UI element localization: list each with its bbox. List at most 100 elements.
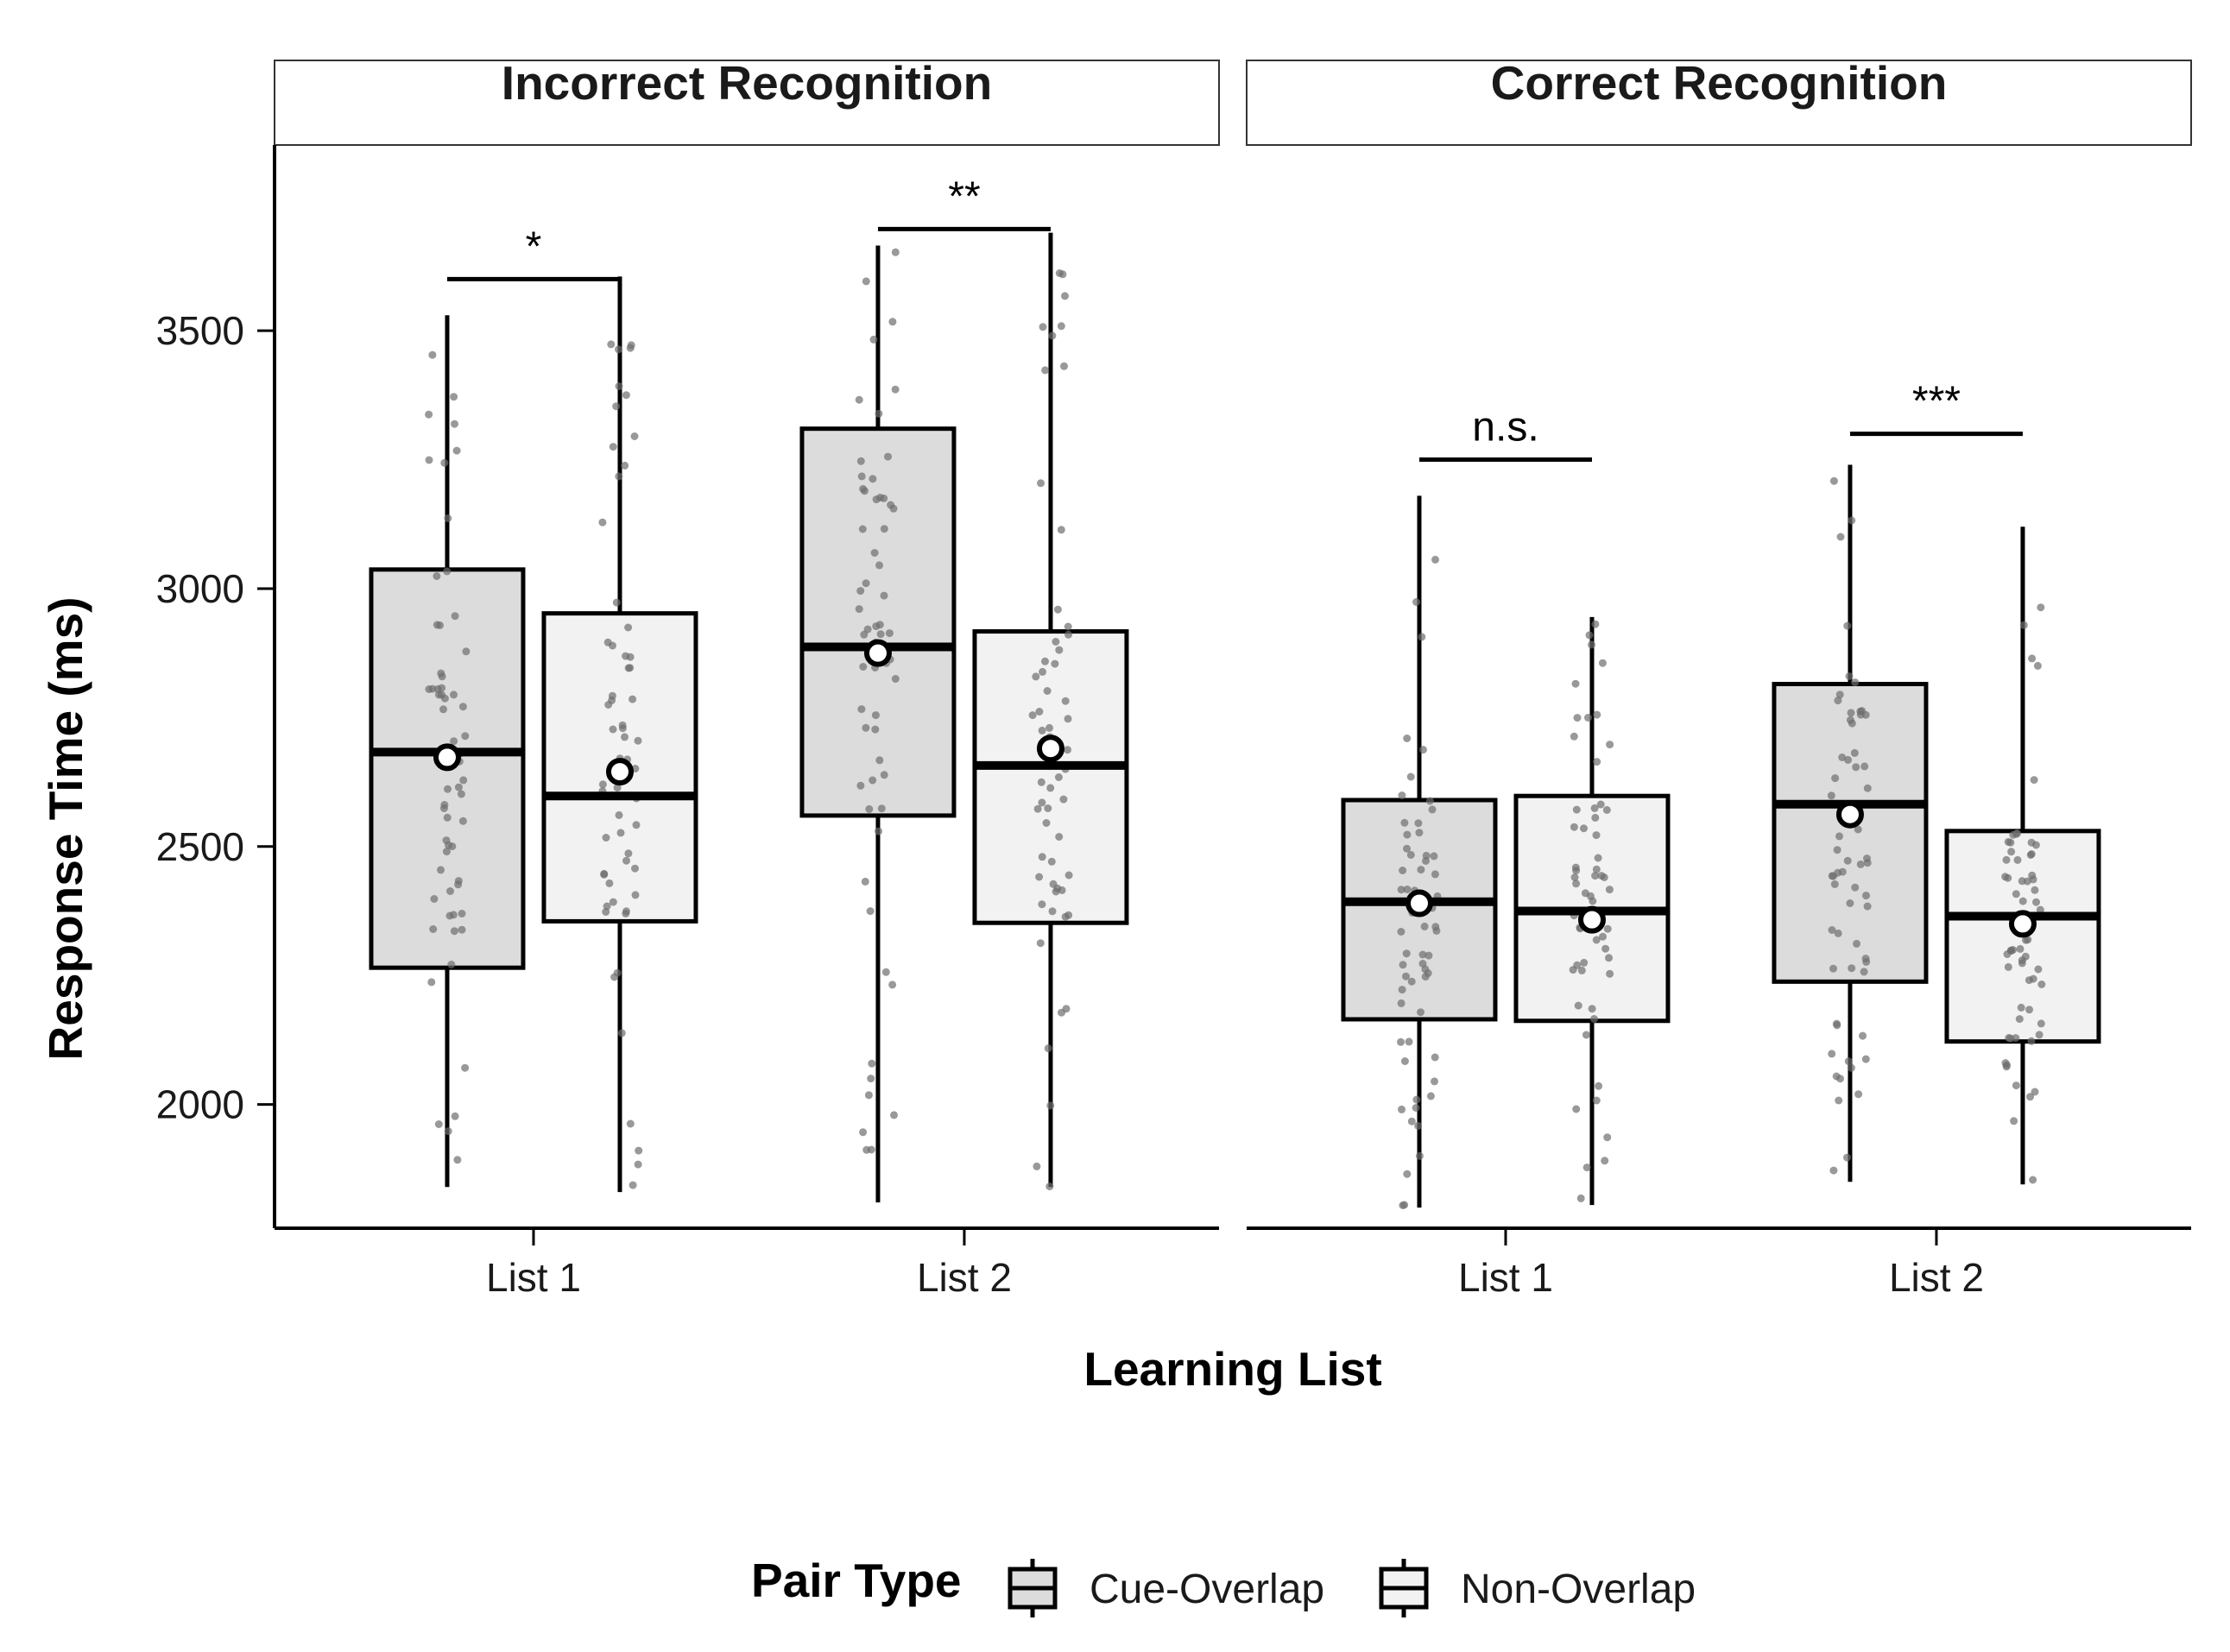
- data-point: [871, 711, 880, 720]
- data-point: [454, 783, 463, 791]
- data-point: [2012, 1034, 2020, 1043]
- data-point: [1420, 922, 1429, 930]
- data-point: [1588, 640, 1595, 649]
- jitter-points: [855, 248, 900, 1154]
- data-point: [1064, 746, 1071, 754]
- data-point: [1033, 804, 1042, 813]
- data-point: [876, 630, 885, 639]
- data-point: [1852, 763, 1860, 772]
- data-point: [875, 409, 883, 418]
- data-point: [1577, 966, 1586, 974]
- box-iqr: [972, 629, 1129, 925]
- data-point: [1573, 714, 1582, 722]
- data-point: [1412, 1095, 1421, 1104]
- data-point: [888, 318, 897, 326]
- data-point: [1588, 1005, 1596, 1013]
- box-iqr: [1772, 682, 1929, 984]
- data-point: [1403, 886, 1412, 893]
- data-point: [635, 1146, 643, 1155]
- data-point: [2025, 1006, 2033, 1014]
- box-non-overlap: [1944, 526, 2101, 1185]
- mean-marker: [1036, 735, 1064, 763]
- data-point: [1847, 709, 1855, 717]
- data-point: [1046, 1101, 1055, 1110]
- box-non-overlap: [972, 232, 1129, 1191]
- data-point: [1059, 795, 1068, 804]
- data-point: [1848, 516, 1856, 525]
- data-point: [444, 514, 452, 522]
- data-point: [1843, 1153, 1851, 1162]
- data-point: [862, 723, 870, 732]
- data-point: [1835, 832, 1843, 841]
- data-point: [875, 827, 882, 835]
- data-point: [458, 703, 467, 711]
- data-point: [1421, 973, 1430, 981]
- data-point: [1598, 659, 1607, 667]
- data-point: [1591, 620, 1600, 628]
- box-cue-overlap: [1341, 495, 1498, 1209]
- data-point: [1038, 726, 1046, 735]
- data-point: [1048, 907, 1057, 916]
- data-point: [2028, 654, 2037, 663]
- data-point: [610, 973, 619, 981]
- data-point: [1592, 1096, 1601, 1105]
- data-point: [891, 675, 900, 683]
- data-point: [1052, 638, 1060, 646]
- data-point: [1417, 866, 1425, 874]
- data-point: [461, 1063, 470, 1072]
- facet-strip-label: Correct Recognition: [1491, 56, 1948, 110]
- data-point: [444, 785, 452, 793]
- data-point: [1055, 646, 1064, 654]
- data-point: [1430, 852, 1438, 861]
- data-point: [1836, 1075, 1844, 1083]
- group-list-1: List 1 n.s.: [1341, 405, 1671, 1300]
- data-point: [1862, 958, 1871, 966]
- data-point: [1571, 863, 1580, 872]
- data-point: [888, 980, 897, 989]
- data-point: [856, 781, 865, 790]
- data-point: [1829, 1166, 1838, 1175]
- data-point: [624, 623, 633, 632]
- data-point: [451, 419, 458, 428]
- y-tick-label: 2500: [156, 824, 244, 869]
- jitter-points: [1028, 269, 1073, 1191]
- data-point: [425, 410, 433, 419]
- legend: Pair Type Cue-Overlap Non-Overlap: [751, 1554, 1696, 1617]
- data-point: [1398, 791, 1406, 799]
- data-point: [1052, 887, 1060, 896]
- significance-label: n.s.: [1472, 405, 1538, 451]
- data-point: [1057, 526, 1065, 534]
- data-point: [629, 1181, 637, 1189]
- data-point: [1064, 622, 1072, 631]
- data-point: [1854, 825, 1862, 834]
- significance-label: ***: [1912, 379, 1961, 425]
- mean-marker: [863, 639, 892, 667]
- jitter-points: [2001, 603, 2046, 1184]
- data-point: [450, 927, 458, 936]
- data-point: [1850, 748, 1859, 757]
- data-point: [1032, 672, 1040, 681]
- data-point: [2022, 936, 2030, 944]
- data-point: [603, 902, 611, 911]
- legend-item-non-overlap: Non-Overlap: [1379, 1559, 1696, 1617]
- data-point: [855, 395, 863, 404]
- data-point: [1044, 804, 1052, 812]
- data-point: [1838, 753, 1847, 761]
- data-point: [2002, 1062, 2011, 1071]
- data-point: [887, 501, 895, 509]
- data-point: [1057, 322, 1065, 331]
- data-point: [1828, 1050, 1836, 1058]
- data-point: [1060, 362, 1068, 370]
- legend-label: Non-Overlap: [1461, 1567, 1696, 1612]
- data-point: [1428, 805, 1437, 814]
- data-point: [621, 733, 629, 741]
- facet-strip: [1246, 60, 2192, 146]
- data-point: [2017, 1003, 2025, 1012]
- data-point: [1064, 911, 1073, 919]
- data-point: [1593, 758, 1601, 766]
- data-point: [1860, 762, 1869, 771]
- data-point: [867, 1145, 875, 1154]
- data-point: [617, 1029, 626, 1037]
- data-point: [1417, 1008, 1425, 1017]
- jitter-points: [1827, 476, 1872, 1175]
